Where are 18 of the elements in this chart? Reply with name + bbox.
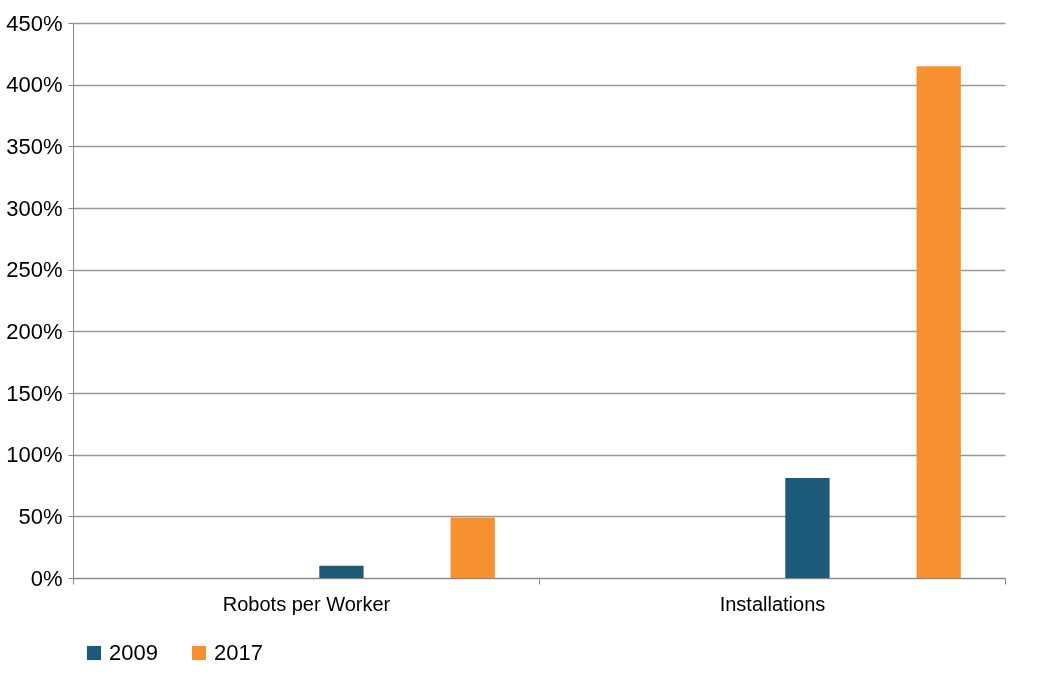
bar <box>785 478 830 578</box>
y-tick-label: 200% <box>6 318 63 344</box>
y-tick-label: 50% <box>18 503 63 529</box>
bar <box>916 66 961 578</box>
bar <box>450 517 495 578</box>
y-tick-label: 150% <box>6 380 63 406</box>
y-tick-label: 450% <box>6 10 63 36</box>
legend-label: 2017 <box>214 640 263 665</box>
y-tick-label: 350% <box>6 133 63 159</box>
x-tick-label: Installations <box>719 592 826 615</box>
bar <box>319 565 364 578</box>
legend-label: 2009 <box>109 640 158 665</box>
y-tick-label: 400% <box>6 72 63 98</box>
y-tick-label: 0% <box>30 565 63 591</box>
y-tick-label: 300% <box>6 195 63 221</box>
x-tick-label: Robots per Worker <box>222 592 391 615</box>
y-tick-label: 250% <box>6 257 63 283</box>
y-tick-label: 100% <box>6 442 63 468</box>
